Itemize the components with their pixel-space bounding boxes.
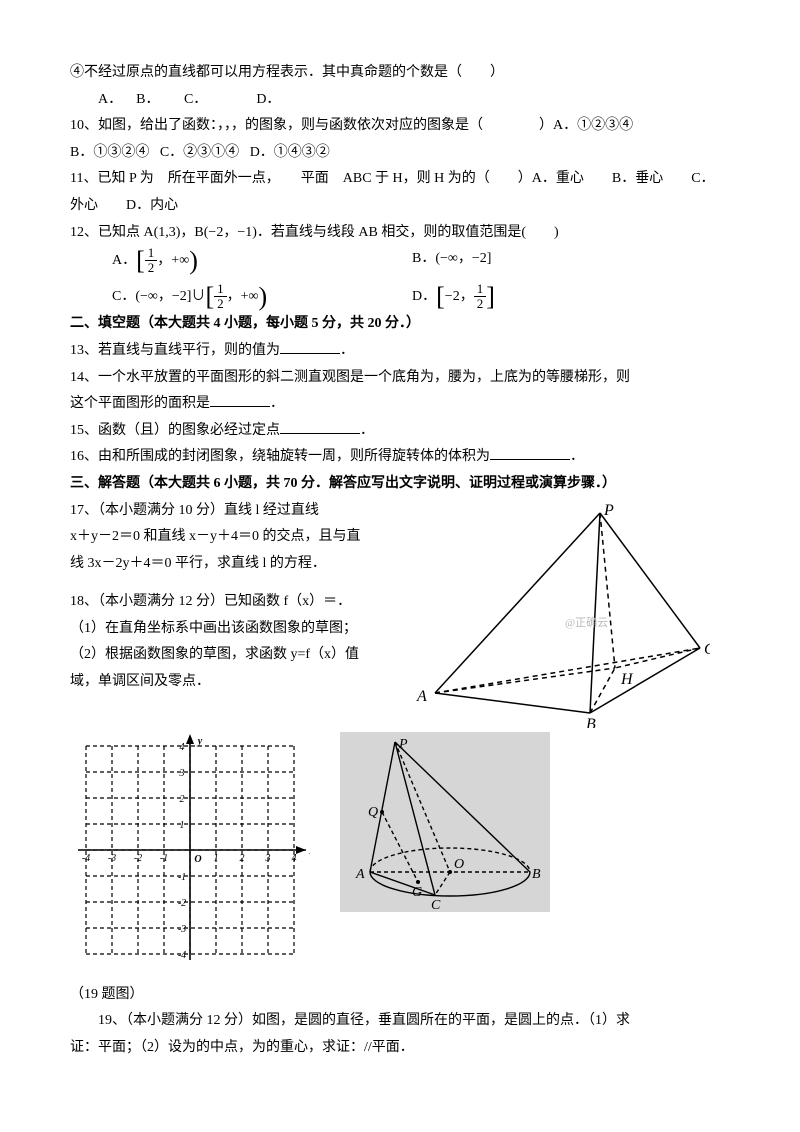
svg-text:C: C bbox=[431, 898, 441, 912]
svg-text:G: G bbox=[412, 885, 422, 900]
svg-text:1: 1 bbox=[180, 820, 185, 831]
svg-text:x: x bbox=[309, 846, 311, 857]
q12-opts-row2: C．(−∞，−2]∪[12，+∞) D．[−2，12] bbox=[70, 282, 730, 312]
cone-figure: P A B C O G Q bbox=[340, 732, 550, 912]
q11-stem-b: 外心 D．内心 bbox=[70, 193, 730, 220]
svg-text:P: P bbox=[398, 737, 408, 752]
q12-stem: 12、已知点 A(1,3)，B(−2，−1)．若直线与线段 AB 相交，则的取值… bbox=[70, 220, 730, 247]
fill-blank[interactable] bbox=[280, 419, 360, 434]
svg-text:-1: -1 bbox=[178, 872, 186, 883]
q-statement: ④不经过原点的直线都可以用方程表示．其中真命题的个数是（ ） bbox=[70, 60, 730, 87]
frac: 12 bbox=[474, 282, 487, 312]
grid-figure: x y O 1 -1 1 -1 2 -2 2 -2 3 -3 3 -3 4 -4 4 -4 bbox=[70, 732, 310, 972]
opt-a: A． bbox=[98, 92, 122, 107]
svg-text:H: H bbox=[620, 671, 634, 688]
svg-text:-3: -3 bbox=[108, 853, 116, 864]
svg-text:C: C bbox=[704, 641, 710, 658]
rbracket: ) bbox=[259, 282, 268, 311]
q-options: A． B． C． D． bbox=[70, 87, 730, 114]
svg-text:A: A bbox=[416, 688, 427, 705]
svg-text:y: y bbox=[197, 736, 203, 747]
figures-row: x y O 1 -1 1 -1 2 -2 2 -2 3 -3 3 -3 4 -4 4 -4 P A B C O G Q bbox=[70, 732, 730, 972]
svg-text:3: 3 bbox=[265, 853, 271, 864]
q18a: 18、（本小题满分 12 分）已知函数 f（x）＝． bbox=[70, 589, 410, 616]
svg-text:3: 3 bbox=[179, 768, 185, 779]
q12-d-pre: D． bbox=[412, 289, 436, 304]
q10-opt-b: B．①③②④ bbox=[70, 145, 149, 160]
q12-a-tail: ，+∞ bbox=[157, 253, 189, 268]
q13: 13、若直线与直线平行，则的值为． bbox=[70, 338, 730, 365]
lbracket: [ bbox=[205, 282, 214, 311]
opt-b: B． bbox=[136, 92, 159, 107]
svg-text:B: B bbox=[532, 867, 541, 882]
q12-a-pre: A． bbox=[112, 253, 136, 268]
fill-blank[interactable] bbox=[210, 392, 270, 407]
q16: 16、由和所围成的封闭图象，绕轴旋转一周，则所得旋转体的体积为． bbox=[70, 444, 730, 471]
q12-c-tail: ，+∞ bbox=[227, 289, 259, 304]
q18d: 域，单调区间及零点． bbox=[70, 669, 410, 696]
opt-d: D． bbox=[256, 92, 280, 107]
opt-c: C． bbox=[184, 92, 207, 107]
q10-opt-c: C．②③①④ bbox=[160, 145, 239, 160]
q17c: 线 3x－2y＋4＝0 平行，求直线 l 的方程． bbox=[70, 551, 410, 578]
q17a: 17、（本小题满分 10 分）直线 l 经过直线 bbox=[70, 498, 410, 525]
q17-q18-block: 17、（本小题满分 10 分）直线 l 经过直线 x＋y－2＝0 和直线 x－y… bbox=[70, 498, 730, 728]
section-3-heading: 三、解答题（本大题共 6 小题，共 70 分．解答应写出文字说明、证明过程或演算… bbox=[70, 471, 730, 498]
q19b: 证：平面；（2）设为的中点，为的重心，求证：//平面． bbox=[70, 1035, 730, 1062]
svg-text:-2: -2 bbox=[134, 853, 142, 864]
rbracket: ] bbox=[486, 282, 495, 311]
q17b: x＋y－2＝0 和直线 x－y＋4＝0 的交点，且与直 bbox=[70, 524, 410, 551]
q12-opts-row1: A．[12，+∞) B．(−∞，−2] bbox=[70, 246, 730, 276]
svg-text:-3: -3 bbox=[178, 924, 186, 935]
svg-text:2: 2 bbox=[180, 794, 185, 805]
fill-blank[interactable] bbox=[490, 445, 570, 460]
svg-text:1: 1 bbox=[214, 853, 219, 864]
q15: 15、函数（且）的图象必经过定点． bbox=[70, 418, 730, 445]
svg-text:A: A bbox=[355, 867, 365, 882]
svg-text:B: B bbox=[586, 716, 596, 728]
lbracket: [ bbox=[136, 246, 145, 275]
svg-text:O: O bbox=[454, 857, 464, 872]
svg-text:-4: -4 bbox=[178, 950, 186, 961]
rbracket: ) bbox=[189, 246, 198, 275]
frac: 12 bbox=[214, 282, 227, 312]
svg-text:P: P bbox=[603, 502, 614, 519]
q12-c-pre: C．(−∞，−2]∪ bbox=[112, 289, 205, 304]
pyramid-figure: P A B C H @正确云 bbox=[410, 498, 710, 728]
q18b: （1）在直角坐标系中画出该函数图象的草图； bbox=[70, 616, 410, 643]
q10-opt-d: D．①④③② bbox=[250, 145, 330, 160]
svg-text:O: O bbox=[194, 854, 201, 865]
fill-blank[interactable] bbox=[280, 339, 340, 354]
svg-text:-2: -2 bbox=[178, 898, 186, 909]
q14b: 这个平面图形的面积是． bbox=[70, 391, 730, 418]
q18c: （2）根据函数图象的草图，求函数 y=f（x）值 bbox=[70, 642, 410, 669]
lbracket: [ bbox=[436, 282, 445, 311]
svg-text:Q: Q bbox=[368, 805, 378, 820]
svg-text:4: 4 bbox=[292, 853, 297, 864]
q10-stem: 10、如图，给出了函数：，，，的图象，则与函数依次对应的图象是（ ）A．①②③④ bbox=[70, 113, 730, 140]
svg-text:2: 2 bbox=[240, 853, 245, 864]
q14a: 14、一个水平放置的平面图形的斜二测直观图是一个底角为，腰为，上底为的等腰梯形，… bbox=[70, 365, 730, 392]
q10-opts: B．①③②④ C．②③①④ D．①④③② bbox=[70, 140, 730, 167]
svg-text:4: 4 bbox=[180, 742, 185, 753]
svg-text:-1: -1 bbox=[160, 853, 168, 864]
q12-b: B．(−∞，−2] bbox=[412, 251, 491, 266]
svg-text:@正确云: @正确云 bbox=[565, 616, 608, 629]
q19a: 19、（本小题满分 12 分）如图，是圆的直径，垂直圆所在的平面，是圆上的点．（… bbox=[70, 1008, 730, 1035]
q11-stem-a: 11、已知 P 为 所在平面外一点， 平面 ABC 于 H，则 H 为的（ ）A… bbox=[70, 166, 730, 193]
section-2-heading: 二、填空题（本大题共 4 小题，每小题 5 分，共 20 分．） bbox=[70, 311, 730, 338]
fig19-caption: （19 题图） bbox=[70, 982, 730, 1009]
q12-d-a: −2， bbox=[445, 289, 474, 304]
svg-text:-4: -4 bbox=[82, 853, 90, 864]
frac: 12 bbox=[145, 246, 158, 276]
